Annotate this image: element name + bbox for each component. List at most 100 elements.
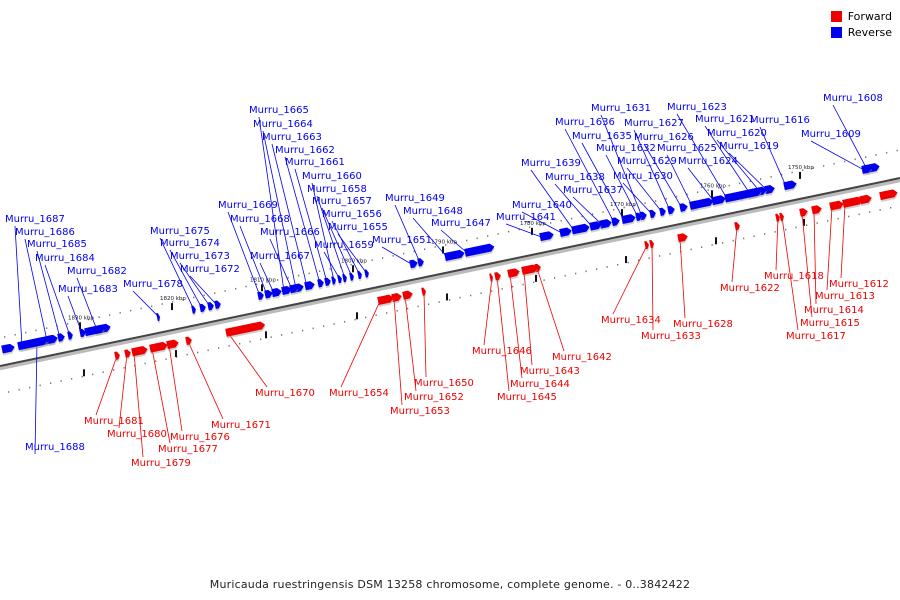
gene-arrow-Murru_1632[interactable] — [635, 212, 643, 224]
gene-label-Murru_1677[interactable]: Murru_1677 — [158, 444, 218, 455]
gene-arrow-Murru_1676[interactable] — [166, 339, 180, 351]
gene-arrow-Murru_1679[interactable] — [131, 345, 149, 359]
gene-arrow-Murru_1623[interactable] — [724, 191, 746, 205]
gene-arrow-Murru_1609[interactable] — [861, 164, 873, 176]
gene-label-Murru_1665[interactable]: Murru_1665 — [249, 105, 309, 116]
gene-arrow-Murru_1667[interactable] — [271, 287, 283, 300]
gene-arrow-Murru_1647[interactable] — [464, 243, 495, 259]
gene-label-Murru_1675[interactable]: Murru_1675 — [150, 226, 210, 237]
gene-arrow-Murru_1677[interactable] — [149, 341, 169, 355]
gene-arrow-Murru_1666[interactable] — [289, 284, 299, 296]
gene-label-Murru_1659[interactable]: Murru_1659 — [314, 240, 374, 251]
gene-arrow-extra[interactable] — [739, 187, 763, 202]
gene-arrow-Murru_1651[interactable] — [409, 259, 419, 271]
gene-arrow-Murru_1661[interactable] — [324, 277, 332, 288]
gene-arrow-Murru_1616[interactable] — [783, 180, 798, 193]
gene-label-Murru_1662[interactable]: Murru_1662 — [275, 145, 335, 156]
gene-arrow-extra[interactable] — [47, 334, 59, 346]
gene-arrow-extra[interactable] — [17, 336, 48, 353]
gene-label-Murru_1615[interactable]: Murru_1615 — [800, 318, 860, 329]
gene-label-Murru_1618[interactable]: Murru_1618 — [764, 271, 824, 282]
gene-arrow-Murru_1674[interactable] — [199, 303, 207, 315]
gene-label-Murru_1655[interactable]: Murru_1655 — [328, 222, 388, 233]
gene-label-Murru_1673[interactable]: Murru_1673 — [170, 251, 230, 262]
gene-arrow-Murru_1612[interactable] — [842, 196, 864, 210]
gene-label-Murru_1672[interactable]: Murru_1672 — [180, 264, 240, 275]
gene-label-Murru_1631[interactable]: Murru_1631 — [591, 103, 651, 114]
gene-label-Murru_1649[interactable]: Murru_1649 — [385, 193, 445, 204]
gene-label-Murru_1676[interactable]: Murru_1676 — [170, 432, 230, 443]
gene-label-Murru_1667[interactable]: Murru_1667 — [250, 251, 310, 262]
gene-arrow-Murru_1624[interactable] — [711, 194, 727, 208]
gene-arrow-Murru_1639[interactable] — [571, 223, 591, 237]
gene-label-Murru_1656[interactable]: Murru_1656 — [322, 209, 382, 220]
gene-arrow-Murru_1619[interactable] — [764, 184, 776, 197]
gene-label-Murru_1625[interactable]: Murru_1625 — [657, 143, 717, 154]
gene-arrow-Murru_1683[interactable] — [79, 328, 87, 340]
gene-label-Murru_1645[interactable]: Murru_1645 — [497, 392, 557, 403]
gene-label-Murru_1686[interactable]: Murru_1686 — [15, 227, 75, 238]
gene-label-Murru_1682[interactable]: Murru_1682 — [67, 266, 127, 277]
gene-label-Murru_1637[interactable]: Murru_1637 — [563, 185, 623, 196]
gene-label-Murru_1620[interactable]: Murru_1620 — [707, 128, 767, 139]
gene-arrow-Murru_1635[interactable] — [621, 213, 637, 226]
gene-arrow-Murru_1668[interactable] — [264, 289, 274, 301]
gene-label-Murru_1658[interactable]: Murru_1658 — [307, 184, 367, 195]
gene-arrow-Murru_1663[interactable] — [304, 280, 316, 293]
gene-arrow-Murru_1626[interactable] — [679, 202, 689, 214]
gene-arrow-extra[interactable] — [879, 189, 899, 203]
gene-arrow-Murru_1670[interactable] — [225, 321, 266, 339]
gene-arrow-Murru_1659[interactable] — [337, 275, 343, 286]
gene-arrow-Murru_1678[interactable] — [156, 312, 161, 324]
gene-arrow-Murru_1618[interactable] — [775, 213, 781, 224]
gene-arrow-Murru_1629[interactable] — [659, 207, 667, 219]
gene-label-Murru_1638[interactable]: Murru_1638 — [545, 172, 605, 183]
gene-label-Murru_1614[interactable]: Murru_1614 — [804, 305, 864, 316]
gene-label-Murru_1687[interactable]: Murru_1687 — [5, 214, 65, 225]
gene-arrow-Murru_1673[interactable] — [207, 301, 215, 313]
gene-label-Murru_1685[interactable]: Murru_1685 — [27, 239, 87, 250]
gene-label-Murru_1681[interactable]: Murru_1681 — [84, 416, 144, 427]
gene-label-Murru_1663[interactable]: Murru_1663 — [262, 132, 322, 143]
gene-label-Murru_1626[interactable]: Murru_1626 — [634, 132, 694, 143]
gene-arrow-Murru_1613[interactable] — [829, 200, 845, 213]
gene-arrow-extra[interactable] — [1, 343, 16, 356]
gene-label-Murru_1624[interactable]: Murru_1624 — [678, 156, 738, 167]
gene-arrow-Murru_1636[interactable] — [611, 217, 621, 229]
gene-label-Murru_1643[interactable]: Murru_1643 — [520, 366, 580, 377]
gene-arrow-Murru_1660[interactable] — [331, 276, 337, 287]
gene-label-Murru_1646[interactable]: Murru_1646 — [472, 346, 532, 357]
gene-arrow-Murru_1680[interactable] — [124, 349, 132, 360]
gene-label-Murru_1653[interactable]: Murru_1653 — [390, 406, 450, 417]
gene-label-Murru_1612[interactable]: Murru_1612 — [829, 279, 889, 290]
gene-arrow-Murru_1665[interactable] — [281, 285, 293, 297]
gene-arrow-Murru_1645[interactable] — [494, 271, 502, 283]
gene-label-Murru_1684[interactable]: Murru_1684 — [35, 253, 95, 264]
gene-label-Murru_1633[interactable]: Murru_1633 — [641, 331, 701, 342]
gene-arrow-Murru_1648[interactable] — [444, 249, 466, 263]
gene-label-Murru_1640[interactable]: Murru_1640 — [512, 200, 572, 211]
gene-arrow-Murru_1653[interactable] — [391, 292, 403, 304]
gene-arrow-Murru_1654[interactable] — [377, 294, 395, 307]
gene-arrow-Murru_1685[interactable] — [57, 333, 66, 344]
gene-label-Murru_1650[interactable]: Murru_1650 — [414, 378, 474, 389]
gene-arrow-Murru_1684[interactable] — [67, 331, 74, 342]
gene-label-Murru_1613[interactable]: Murru_1613 — [815, 291, 875, 302]
gene-arrow-Murru_1650[interactable] — [421, 287, 427, 298]
gene-arrow-Murru_1615[interactable] — [799, 207, 809, 219]
gene-arrow-Murru_1634[interactable] — [644, 240, 650, 252]
gene-label-Murru_1619[interactable]: Murru_1619 — [719, 141, 779, 152]
gene-arrow-Murru_1649[interactable] — [417, 258, 425, 269]
gene-label-Murru_1670[interactable]: Murru_1670 — [255, 388, 315, 399]
gene-label-Murru_1617[interactable]: Murru_1617 — [786, 331, 846, 342]
gene-arrow-Murru_1657[interactable] — [349, 272, 355, 283]
gene-label-Murru_1688[interactable]: Murru_1688 — [25, 442, 85, 453]
gene-arrow-Murru_1630[interactable] — [649, 209, 657, 221]
gene-label-Murru_1622[interactable]: Murru_1622 — [720, 283, 780, 294]
gene-arrow-Murru_1643[interactable] — [521, 264, 539, 277]
gene-label-Murru_1678[interactable]: Murru_1678 — [123, 279, 183, 290]
gene-arrow-Murru_1644[interactable] — [507, 268, 521, 280]
gene-label-Murru_1632[interactable]: Murru_1632 — [596, 143, 656, 154]
gene-label-Murru_1608[interactable]: Murru_1608 — [823, 93, 883, 104]
gene-label-Murru_1627[interactable]: Murru_1627 — [624, 118, 684, 129]
